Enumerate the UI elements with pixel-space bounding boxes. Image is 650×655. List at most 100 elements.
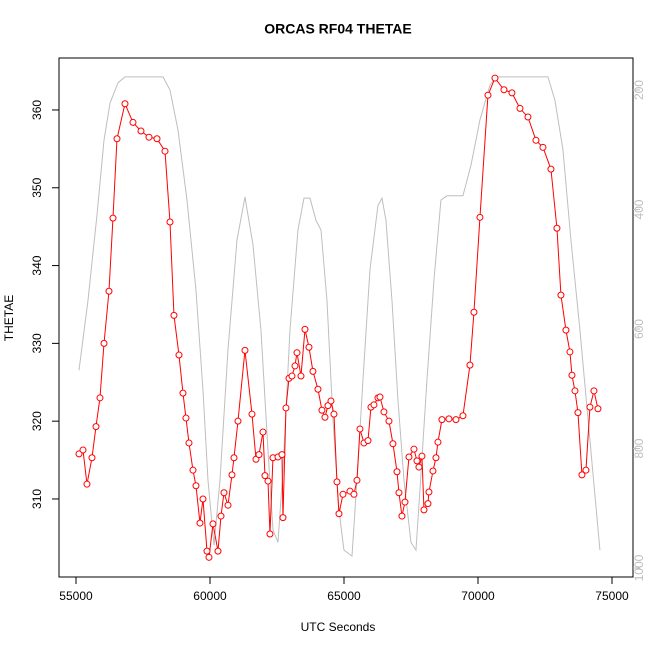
point [385,417,393,425]
point [92,423,100,431]
point [466,361,474,369]
y-tick-label: 340 [30,255,44,275]
chart-title: ORCAS RF04 THETAE [264,21,412,37]
point [452,416,460,424]
point [376,393,384,401]
point [100,339,108,347]
point [196,519,204,527]
point [113,135,121,143]
point [170,311,178,319]
point [571,387,579,395]
point [398,512,406,520]
point [230,454,238,462]
point [413,457,421,465]
point [161,147,169,155]
point [217,512,225,520]
point [209,520,217,528]
point [259,428,267,436]
series-line [78,76,601,558]
point [175,351,183,359]
x-tick-label: 60000 [193,589,227,603]
point [266,530,274,538]
point [288,372,296,380]
point [220,489,228,497]
point [516,104,524,112]
point [121,100,129,108]
point [547,165,555,173]
point [586,403,594,411]
plot-frame [58,57,634,578]
point [88,454,96,462]
point [459,412,467,420]
point [335,510,343,518]
point [330,410,338,418]
x-tick-label: 75000 [595,589,629,603]
point [405,453,413,461]
point [476,213,484,221]
point [438,416,446,424]
point [380,408,388,416]
y-tick-label: 360 [30,100,44,120]
point [318,406,326,414]
point [185,439,193,447]
point [425,488,433,496]
point [339,490,347,498]
point [401,498,409,506]
point [484,91,492,99]
point [532,136,540,144]
point [356,425,364,433]
point [420,506,428,514]
point [83,480,91,488]
point [228,471,236,479]
point [364,437,372,445]
y-tick-label: 320 [30,411,44,431]
point [574,409,582,417]
point [594,405,602,413]
point [179,389,187,397]
point [578,471,586,479]
point [470,308,478,316]
point [153,135,161,143]
point [129,118,137,126]
point [590,387,598,395]
point [241,346,249,354]
point [145,133,153,141]
point [410,445,418,453]
point [508,89,516,97]
point [291,362,299,370]
x-tick-label: 65000 [327,589,361,603]
point [189,466,197,474]
point [524,113,532,121]
point [491,74,499,82]
point [557,291,565,299]
point [278,451,286,459]
point [327,397,335,405]
point [415,463,423,471]
point [395,489,403,497]
point [568,371,576,379]
point [105,287,113,295]
y2-tick-label: 600 [632,319,646,339]
y-tick-label: 310 [30,489,44,509]
point [314,385,322,393]
point [418,452,426,460]
point [553,224,561,232]
point [429,467,437,475]
point [234,417,242,425]
point [297,372,305,380]
point [166,218,174,226]
point [199,495,207,503]
point [424,500,432,508]
y2-tick-label: 200 [632,80,646,100]
point [205,553,213,561]
point [539,143,547,151]
point [393,468,401,476]
point [264,477,272,485]
point [203,547,211,555]
point [182,414,190,422]
y-tick-label: 330 [30,333,44,353]
point [434,438,442,446]
